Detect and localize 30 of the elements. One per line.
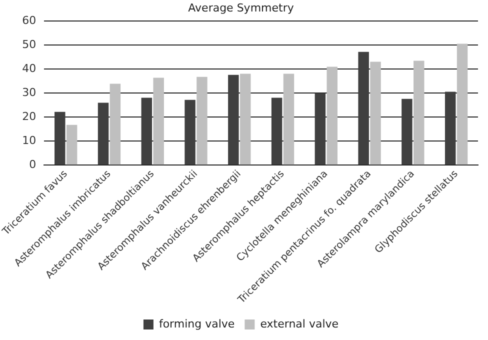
bar (98, 102, 109, 165)
bar (271, 98, 282, 165)
bar (54, 112, 66, 165)
bar (414, 60, 424, 165)
bar (240, 74, 251, 165)
y-tick-label: 30 (22, 86, 36, 100)
legend-label: forming valve (158, 317, 235, 330)
bar (110, 84, 121, 165)
bar (141, 98, 152, 165)
bar (283, 74, 294, 165)
y-tick-label: 10 (22, 134, 36, 147)
y-tick-label: 0 (29, 158, 36, 171)
bar (196, 76, 208, 165)
chart-title: Average Symmetry (188, 1, 294, 14)
bar (153, 78, 164, 165)
bar (314, 93, 326, 165)
bar (326, 66, 338, 165)
bar (456, 44, 468, 165)
bar (370, 62, 381, 165)
y-tick-label: 40 (22, 62, 36, 76)
bar (184, 100, 196, 165)
bar (66, 124, 78, 165)
y-tick-label: 20 (22, 110, 36, 124)
legend-label: external valve (260, 317, 339, 330)
bar (402, 98, 412, 165)
bar (358, 52, 369, 165)
bar (444, 92, 456, 165)
bar (228, 74, 239, 165)
y-tick-label: 50 (22, 38, 36, 52)
y-tick-label: 60 (22, 14, 36, 28)
